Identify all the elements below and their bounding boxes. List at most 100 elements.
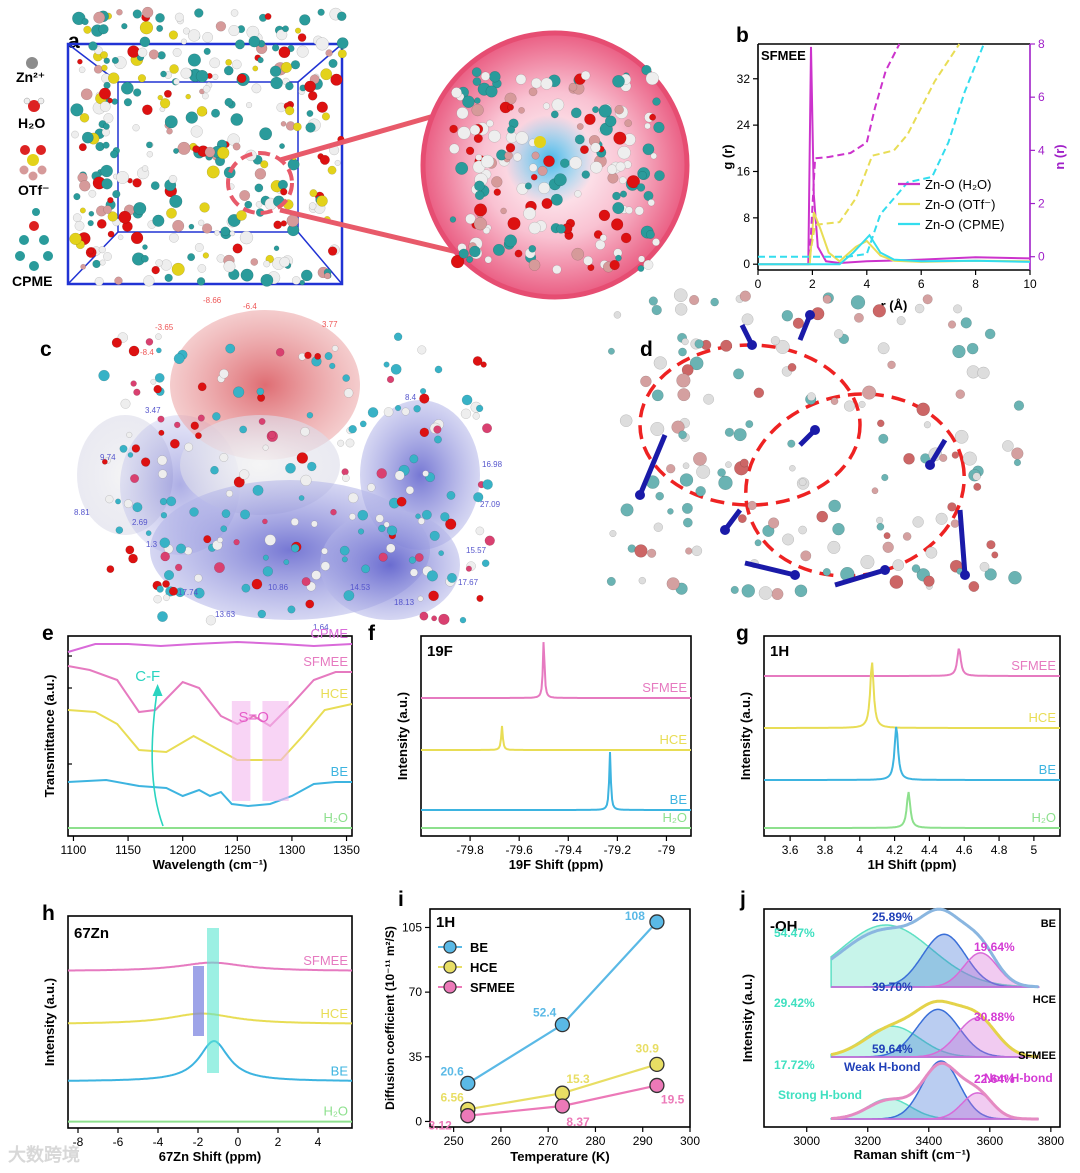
atom xyxy=(305,122,316,133)
atom xyxy=(285,81,294,91)
atom xyxy=(376,468,387,479)
atom xyxy=(204,146,216,158)
percent-label: 30.88% xyxy=(974,1010,1015,1024)
atom xyxy=(646,230,655,239)
atom xyxy=(652,97,661,106)
atom xyxy=(311,570,322,580)
x-tick-label: 280 xyxy=(585,1134,605,1148)
atom xyxy=(132,124,140,132)
atom xyxy=(504,234,518,248)
atom xyxy=(968,581,980,592)
plot-frame xyxy=(763,908,1061,1128)
series-label: BE xyxy=(331,1063,349,1078)
atom xyxy=(523,207,537,220)
atom xyxy=(111,56,119,64)
atom xyxy=(240,268,254,282)
atom xyxy=(163,570,175,581)
esp-label: 1.3 xyxy=(146,540,158,549)
atom xyxy=(421,509,432,520)
atom xyxy=(107,72,120,84)
atom xyxy=(640,375,652,388)
atom xyxy=(317,8,325,16)
atom xyxy=(642,143,655,156)
atom xyxy=(378,552,388,562)
atom xyxy=(141,457,151,467)
atom xyxy=(343,388,354,398)
legend-label: SFMEE xyxy=(470,980,515,995)
atom xyxy=(505,143,516,153)
legend-label: Zn-O (OTf⁻) xyxy=(925,197,995,212)
atom xyxy=(155,259,163,267)
atom xyxy=(212,73,219,80)
atom xyxy=(720,339,733,352)
atom xyxy=(689,356,704,371)
x-tick-label: 4 xyxy=(863,277,870,291)
atom xyxy=(528,87,538,97)
atom xyxy=(70,103,84,117)
atom xyxy=(733,428,747,442)
atom xyxy=(666,464,676,474)
atom xyxy=(816,510,829,523)
atom xyxy=(939,453,948,463)
atom xyxy=(417,595,424,602)
atom xyxy=(620,232,632,244)
atom xyxy=(202,252,209,259)
atom xyxy=(133,388,141,396)
series-label: HCE xyxy=(321,1006,349,1021)
x-tick-label: 250 xyxy=(444,1134,464,1148)
esp-label: -8.66 xyxy=(203,296,222,305)
atom xyxy=(300,269,313,282)
atom xyxy=(116,171,129,184)
atom xyxy=(187,29,201,42)
atom xyxy=(233,539,240,546)
nucleus-tag: 67Zn xyxy=(74,925,109,942)
atom xyxy=(117,234,124,241)
atom xyxy=(649,113,656,121)
so-band-1 xyxy=(231,701,251,801)
atom xyxy=(877,419,885,428)
series-label: SFMEE xyxy=(303,953,348,968)
atom xyxy=(239,469,250,480)
atom xyxy=(419,427,430,438)
atom xyxy=(691,545,703,557)
atom xyxy=(264,13,272,20)
atom xyxy=(357,528,365,535)
atom xyxy=(947,502,957,512)
esp-label: 2.69 xyxy=(132,518,148,527)
atom xyxy=(88,210,95,217)
atom xyxy=(1013,458,1022,467)
atom xyxy=(285,462,296,474)
atom xyxy=(972,472,981,481)
x-tick-label: -79 xyxy=(658,843,676,857)
x-tick-label: 300 xyxy=(680,1134,700,1148)
atom xyxy=(99,101,111,112)
atom xyxy=(78,66,86,74)
y-tick-label: 16 xyxy=(737,164,751,178)
atom xyxy=(324,352,333,360)
atom xyxy=(337,439,345,447)
x-tick-label: 0 xyxy=(235,1135,242,1149)
atom xyxy=(612,202,625,215)
series-line xyxy=(808,43,901,257)
atom xyxy=(626,175,640,189)
atom xyxy=(480,154,495,169)
atom xyxy=(164,115,178,129)
x-tick-label: 1150 xyxy=(115,843,141,857)
atom xyxy=(475,154,483,161)
atom xyxy=(530,173,538,181)
series-label: HCE xyxy=(660,732,688,747)
atom xyxy=(650,422,665,436)
atom xyxy=(475,526,485,536)
atom xyxy=(419,611,429,621)
x-tick-label: -79.8 xyxy=(456,843,484,857)
y-tick-label: 24 xyxy=(737,118,751,132)
x-tick-label: 3600 xyxy=(976,1134,1003,1148)
atom xyxy=(232,386,245,398)
esp-label: -3.65 xyxy=(155,323,174,332)
atom xyxy=(151,265,160,275)
atom xyxy=(153,384,162,394)
atom xyxy=(348,492,359,504)
spectrum-line xyxy=(67,778,352,808)
series-line xyxy=(467,921,658,1085)
x-tick-label: 1250 xyxy=(224,843,251,857)
